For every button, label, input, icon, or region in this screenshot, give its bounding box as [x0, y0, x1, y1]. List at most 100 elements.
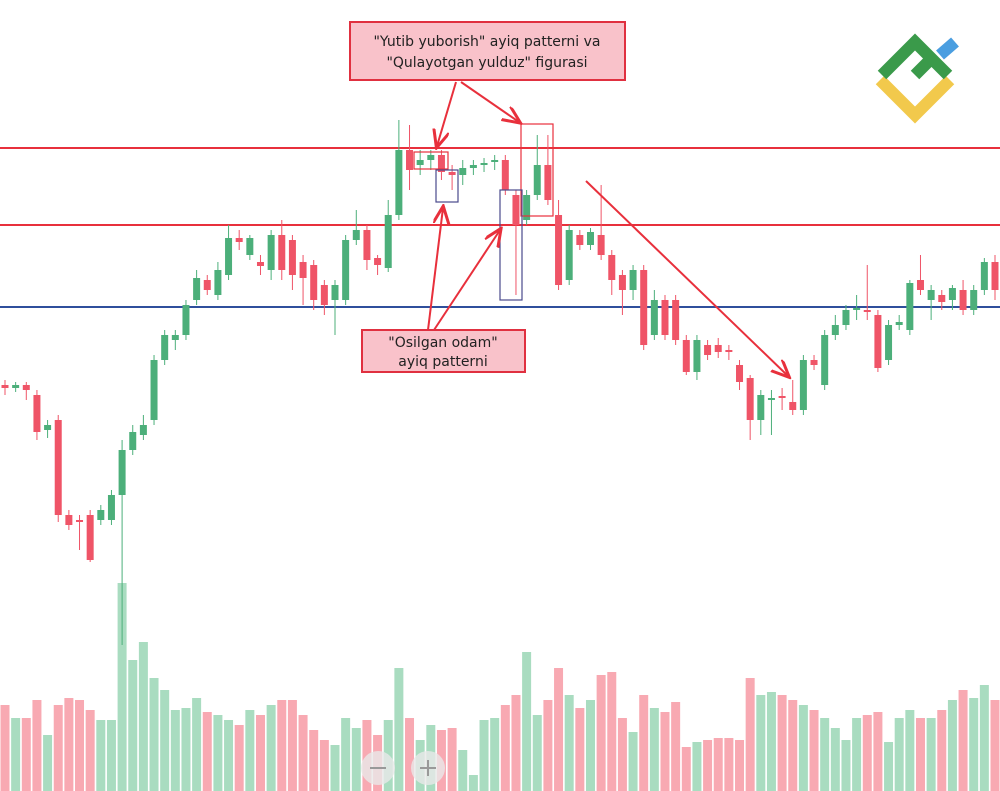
candle-body — [906, 283, 914, 330]
volume-bar — [585, 700, 595, 791]
candle-body — [736, 365, 744, 382]
volume-bar — [149, 678, 159, 791]
volume-bar — [596, 675, 606, 791]
volume-bar — [468, 775, 478, 791]
candle-body — [203, 280, 211, 290]
candle-body — [938, 295, 946, 302]
arrow — [585, 180, 788, 376]
arrow — [427, 208, 443, 331]
candle-body — [395, 150, 403, 215]
candle-body — [416, 160, 424, 165]
volume-bar — [692, 742, 702, 791]
volume-bar — [330, 745, 340, 791]
candle-body — [810, 360, 818, 365]
candle-body — [33, 395, 41, 432]
candle-body — [97, 510, 105, 520]
candle-body — [76, 520, 84, 522]
candle-body — [533, 165, 541, 195]
candle-body — [107, 495, 115, 520]
candle-body — [661, 300, 669, 335]
candle-body — [853, 308, 861, 310]
volume-bar — [788, 700, 798, 791]
candle-body — [544, 165, 552, 200]
volume-bar — [255, 715, 265, 791]
candle-body — [831, 325, 839, 335]
volume-bar — [479, 720, 489, 791]
candle-body — [320, 285, 328, 305]
volume-bar — [511, 695, 521, 791]
volume-bar — [681, 747, 691, 791]
volume-bar — [490, 718, 500, 791]
volume-bar — [170, 710, 180, 791]
volume-bar — [809, 710, 819, 791]
candle-body — [863, 310, 871, 312]
volume-bar — [639, 695, 649, 791]
candles — [1, 120, 999, 645]
candle-body — [235, 238, 243, 242]
candle-body — [767, 398, 775, 400]
candle-body — [597, 235, 605, 255]
volume-bar — [979, 685, 989, 791]
candle-body — [193, 278, 201, 300]
candle-body — [310, 265, 318, 300]
volume-bar — [213, 715, 223, 791]
volume-bar — [138, 642, 148, 791]
volume-bar — [830, 728, 840, 791]
annotation-text: "Qulayotgan yulduz" figurasi — [386, 55, 587, 71]
volume-bar — [575, 708, 585, 791]
volume-bar — [394, 668, 404, 791]
volume-bar — [319, 740, 329, 791]
volume-bar — [522, 652, 532, 791]
volume-bar — [192, 698, 202, 791]
volume-bar — [937, 710, 947, 791]
volume-bar — [106, 720, 116, 791]
candle-body — [288, 240, 296, 275]
volume-bar — [298, 715, 308, 791]
candle-body — [352, 230, 360, 240]
volume-bar — [564, 695, 574, 791]
arrow — [460, 81, 519, 122]
candle-body — [278, 235, 286, 270]
volume-bar — [713, 738, 723, 791]
candle-body — [171, 335, 179, 340]
candle-body — [821, 335, 829, 385]
candle-body — [65, 515, 73, 525]
candle-body — [586, 232, 594, 245]
volume-bar — [745, 678, 755, 791]
volume-bar — [554, 668, 564, 791]
candle-body — [555, 215, 563, 285]
candle-body — [640, 270, 648, 345]
candle-body — [650, 300, 658, 335]
candle-body — [746, 378, 754, 420]
volume-layer — [0, 583, 1000, 791]
volume-bar — [309, 730, 319, 791]
candle-body — [267, 235, 275, 270]
candle-body — [629, 270, 637, 290]
candle-body — [970, 290, 978, 310]
candle-body — [363, 230, 371, 260]
volume-bar — [958, 690, 968, 791]
logo — [875, 33, 959, 124]
volume-bar — [224, 720, 234, 791]
volume-bar — [884, 742, 894, 791]
annotation-text: ayiq patterni — [398, 354, 487, 370]
volume-bar — [500, 705, 510, 791]
candle-body — [427, 155, 435, 160]
candle-body — [991, 262, 999, 290]
candle-body — [895, 322, 903, 325]
candle-body — [512, 195, 520, 225]
candle-body — [469, 165, 477, 168]
candle-body — [885, 325, 893, 360]
candle-body — [927, 290, 935, 300]
candle-body — [374, 258, 382, 265]
candle-body — [842, 310, 850, 325]
volume-bar — [64, 698, 74, 791]
volume-bar — [128, 660, 138, 791]
volume-bar — [202, 712, 212, 791]
candle-body — [523, 195, 531, 220]
zoom-controls[interactable] — [361, 751, 445, 785]
volume-bar — [926, 718, 936, 791]
candle-body — [22, 385, 30, 390]
volume-bar — [543, 700, 553, 791]
volume-bar — [660, 712, 670, 791]
